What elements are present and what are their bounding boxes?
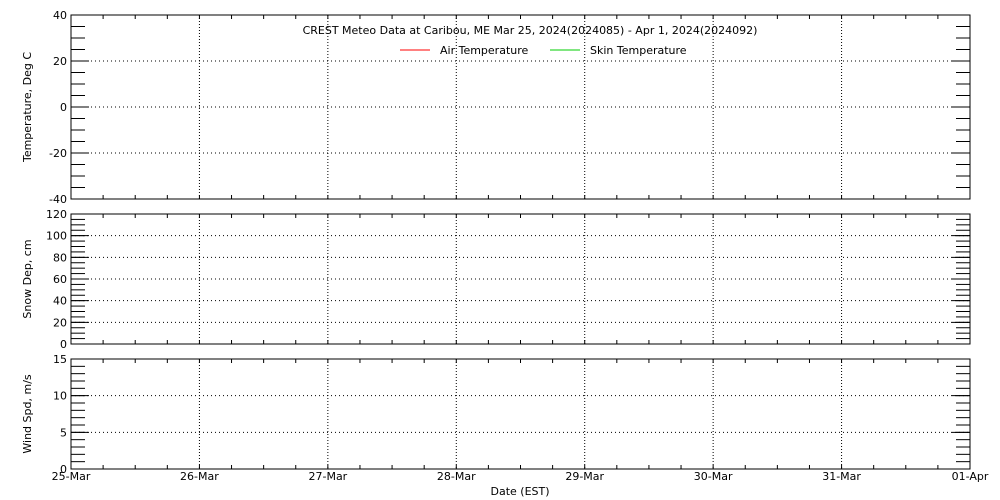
y-tick-label: 5 [60,426,67,439]
y-axis-label: Snow Dep, cm [21,239,34,318]
x-tick-label: 31-Mar [822,470,861,483]
y-tick-label: -40 [49,193,67,206]
x-tick-label: 28-Mar [437,470,476,483]
legend: Air Temperature Skin Temperature [400,44,687,57]
y-axis-label: Temperature, Deg C [21,52,34,163]
x-tick-label: 26-Mar [180,470,219,483]
y-tick-label: 120 [46,208,67,221]
y-tick-label: 40 [53,9,67,22]
plot-frame [70,358,971,470]
y-tick-label: 40 [53,295,67,308]
y-tick-label: 80 [53,251,67,264]
panel-1: -40 -20 0 20 40 Temperature, Deg C [21,9,971,206]
y-tick-label: 15 [53,353,67,366]
panel-2: 0 20 40 60 80 100 120 Snow Dep, cm [21,208,971,351]
legend-label-skin-temperature: Skin Temperature [590,44,687,57]
plot-frame [70,14,971,200]
y-tick-label: 100 [46,230,67,243]
y-tick-label: 10 [53,390,67,403]
y-tick-label: -20 [49,147,67,160]
chart-title: CREST Meteo Data at Caribou, ME Mar 25, … [303,24,758,37]
x-tick-label: 01-Apr [952,470,989,483]
legend-label-air-temperature: Air Temperature [440,44,529,57]
x-tick-label: 27-Mar [308,470,347,483]
x-tick-label: 29-Mar [565,470,604,483]
x-tick-label: 25-Mar [52,470,91,483]
x-tick-label: 30-Mar [694,470,733,483]
y-tick-label: 0 [60,463,67,476]
x-axis-label: Date (EST) [490,485,549,498]
y-tick-label: 20 [53,55,67,68]
plot-frame [70,213,971,345]
y-tick-label: 20 [53,316,67,329]
panel-3: 0 5 10 15 Wind Spd, m/s [21,353,971,476]
y-axis-label: Wind Spd, m/s [21,374,34,454]
y-tick-label: 0 [60,101,67,114]
y-tick-label: 0 [60,338,67,351]
y-tick-label: 60 [53,273,67,286]
